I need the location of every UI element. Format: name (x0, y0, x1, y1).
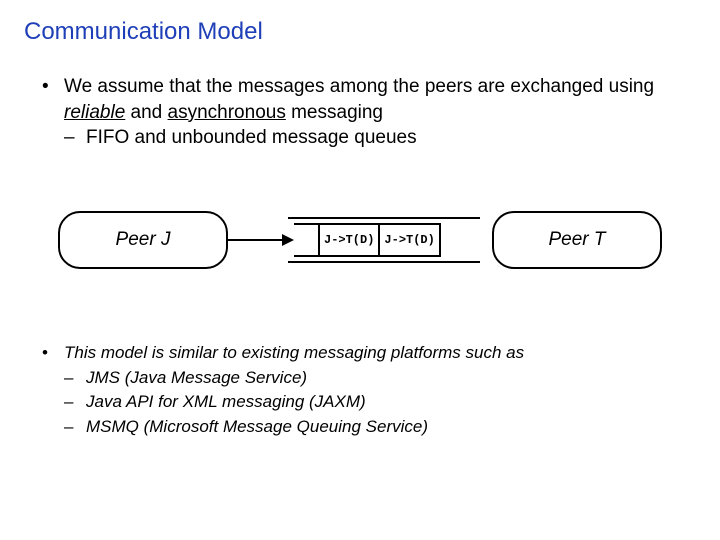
lower-bullet-block: • This model is similar to existing mess… (42, 341, 696, 440)
b1-reliable: reliable (64, 102, 125, 123)
b1-pre: We assume that the messages among the pe… (64, 76, 654, 97)
sub-bullet-mark: – (64, 390, 86, 415)
lower-item-3: MSMQ (Microsoft Message Queuing Service) (86, 415, 428, 440)
sub-bullet-text-1: FIFO and unbounded message queues (86, 125, 417, 151)
message-queue: J->T(D) J->T(D) (294, 223, 441, 257)
sub-bullet-row-1: – FIFO and unbounded message queues (64, 125, 696, 151)
lower-sub-row-1: – JMS (Java Message Service) (64, 366, 696, 391)
b1-mid: and (125, 102, 167, 123)
b1-async: asynchronous (168, 102, 286, 123)
main-bullet-block: • We assume that the messages among the … (42, 74, 696, 151)
lower-sub-row-2: – Java API for XML messaging (JAXM) (64, 390, 696, 415)
lower-item-2: Java API for XML messaging (JAXM) (86, 390, 366, 415)
queue-open-slot (294, 223, 320, 257)
bullet-mark: • (42, 341, 64, 366)
peer-node-left: Peer J (58, 211, 228, 269)
peer-node-right: Peer T (492, 211, 662, 269)
lower-item-1: JMS (Java Message Service) (86, 366, 307, 391)
arrow-left-to-queue (228, 239, 292, 241)
bullet-row-1: • We assume that the messages among the … (42, 74, 696, 125)
lower-sub-row-3: – MSMQ (Microsoft Message Queuing Servic… (64, 415, 696, 440)
sub-bullet-mark: – (64, 366, 86, 391)
sub-bullet-mark: – (64, 125, 86, 151)
lower-bullet-row: • This model is similar to existing mess… (42, 341, 696, 366)
queue-cell-2: J->T(D) (378, 223, 440, 257)
bullet-text-1: We assume that the messages among the pe… (64, 74, 696, 125)
bullet-mark: • (42, 74, 64, 125)
queue-cell-1: J->T(D) (318, 223, 380, 257)
diagram: Peer J J->T(D) J->T(D) Peer T (24, 181, 696, 311)
b1-post: messaging (286, 102, 383, 123)
sub-bullet-mark: – (64, 415, 86, 440)
lower-main-text: This model is similar to existing messag… (64, 341, 524, 366)
slide-title: Communication Model (24, 18, 696, 46)
